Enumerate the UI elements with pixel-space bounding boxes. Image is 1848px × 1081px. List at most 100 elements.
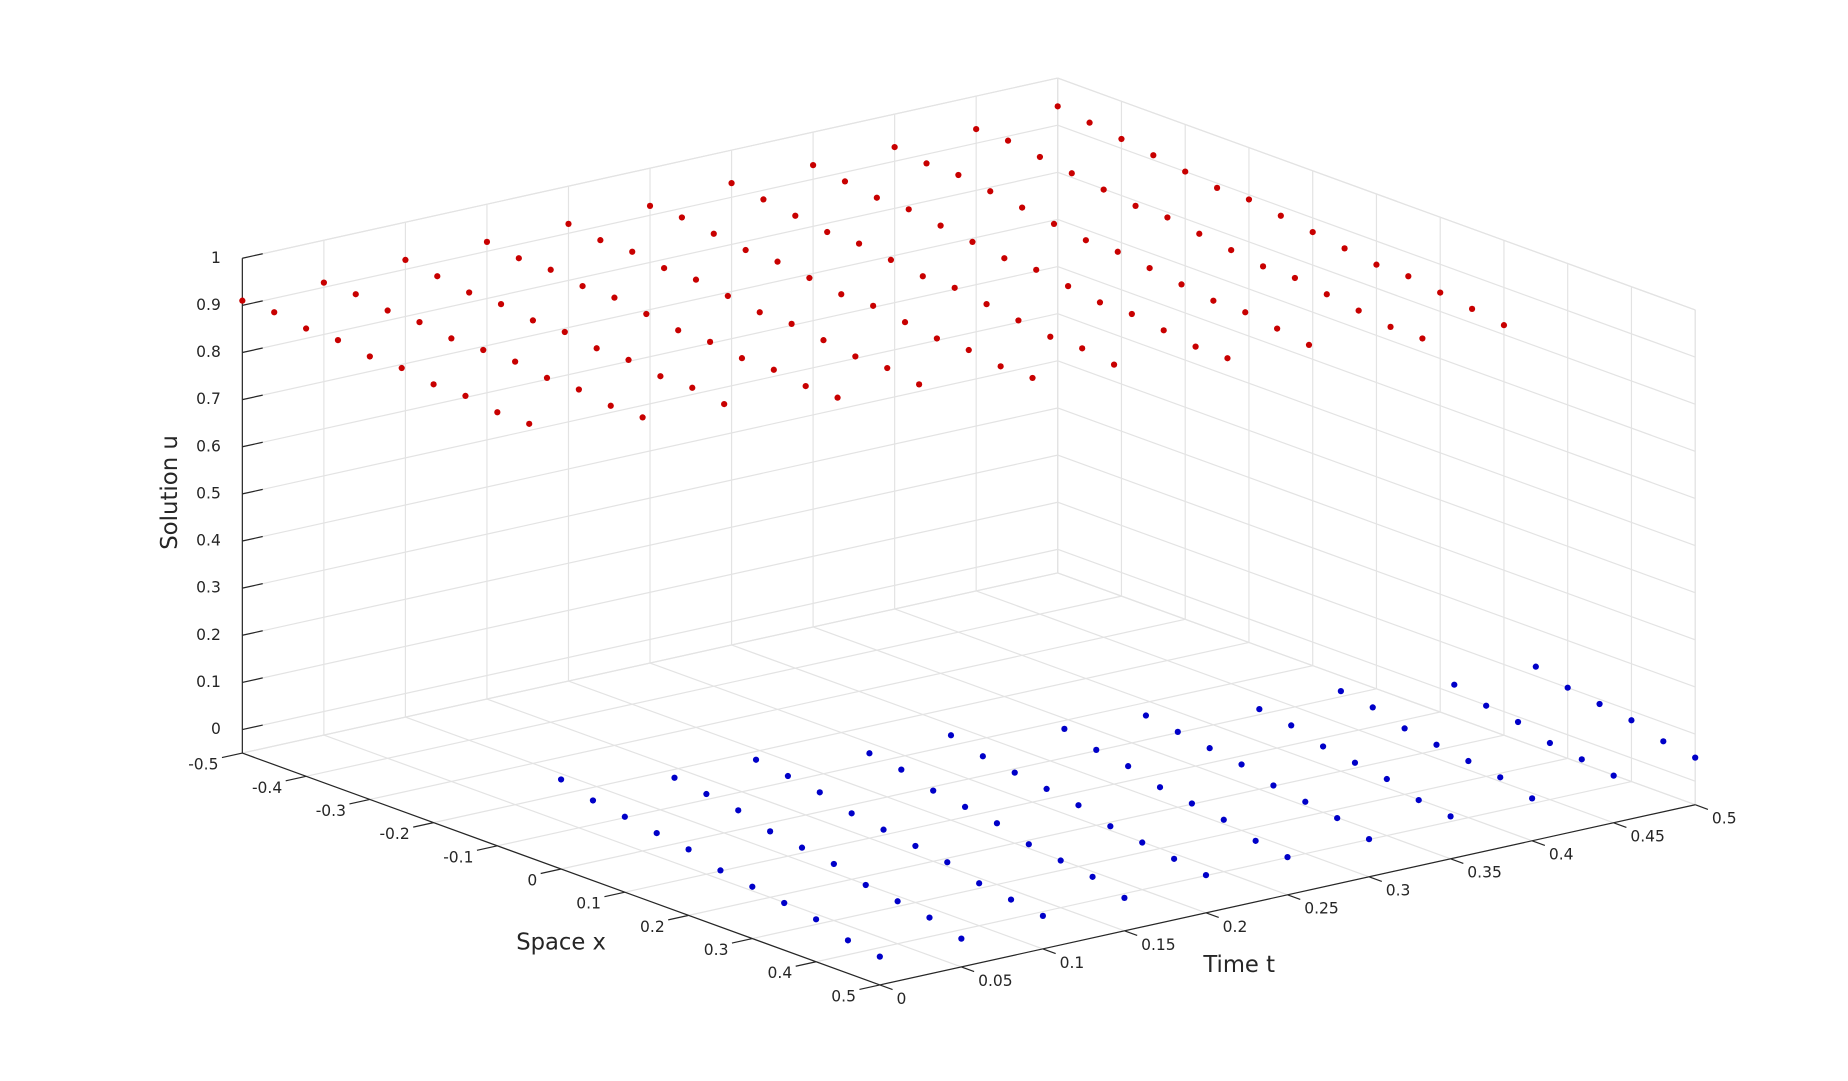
data-point	[866, 750, 873, 757]
z-tick	[242, 253, 263, 259]
data-point	[983, 301, 990, 308]
data-point	[1142, 712, 1150, 719]
data-point	[1039, 912, 1047, 920]
data-point	[526, 420, 533, 427]
y-tick	[1124, 930, 1138, 937]
data-point	[1210, 297, 1217, 304]
data-point	[1284, 854, 1291, 861]
z-tick	[242, 535, 263, 542]
data-point	[1220, 816, 1227, 823]
data-point	[430, 381, 437, 388]
data-point	[1497, 774, 1504, 781]
data-point	[643, 310, 650, 318]
data-point	[905, 206, 912, 213]
z-tick	[242, 441, 263, 448]
y-tick-label: 0.25	[1304, 900, 1339, 918]
data-point	[366, 353, 373, 360]
grid-line	[486, 698, 1125, 932]
data-point	[1305, 341, 1313, 349]
data-point	[1532, 663, 1539, 670]
z-tick-label: 0.1	[196, 673, 221, 691]
data-point	[1139, 839, 1146, 846]
grid-line	[975, 590, 1614, 824]
grid-line	[1057, 218, 1696, 452]
grid-line	[1057, 124, 1696, 358]
data-point	[1057, 857, 1064, 864]
data-point	[703, 790, 710, 798]
x-tick	[731, 937, 753, 944]
data-point	[653, 829, 660, 837]
data-point	[1274, 325, 1281, 332]
x-tick-label: -0.2	[379, 825, 409, 843]
grid-line	[242, 407, 1058, 589]
data-point	[1192, 343, 1199, 350]
data-point	[1628, 717, 1635, 724]
data-point	[565, 220, 572, 227]
data-point	[1178, 281, 1185, 288]
data-point	[661, 264, 668, 272]
data-point	[1373, 261, 1380, 268]
grid-line	[1057, 501, 1696, 735]
data-point	[1692, 754, 1699, 761]
x-tick-label: 0.3	[704, 941, 729, 959]
z-tick-label: 1	[211, 249, 221, 267]
data-point	[1015, 317, 1022, 324]
z-tick-label: 0.3	[196, 579, 221, 597]
data-point	[1050, 220, 1058, 228]
data-point	[1242, 309, 1249, 316]
data-point	[1036, 153, 1044, 161]
data-point	[728, 180, 735, 187]
y-tick	[1205, 912, 1219, 919]
data-point	[692, 276, 700, 283]
data-point	[738, 355, 746, 362]
data-point	[1387, 323, 1394, 331]
grid-line	[242, 124, 1058, 306]
data-point	[1564, 684, 1571, 691]
data-point	[1110, 361, 1118, 368]
x-tick	[476, 845, 498, 851]
data-point	[767, 828, 774, 835]
data-point	[848, 810, 855, 817]
data-point	[1213, 184, 1221, 191]
data-point	[1170, 855, 1178, 862]
data-point	[1323, 291, 1330, 298]
data-point	[1437, 289, 1444, 296]
data-point	[961, 803, 969, 811]
data-point	[1465, 757, 1472, 765]
data-point	[639, 414, 646, 421]
grid-line	[1057, 454, 1696, 688]
data-point	[717, 867, 724, 874]
data-point	[557, 776, 565, 783]
data-point	[607, 402, 614, 409]
data-point	[944, 859, 951, 866]
y-tick-label: 0.15	[1141, 936, 1176, 954]
data-point	[752, 756, 760, 763]
data-point	[841, 178, 849, 185]
grid-line	[242, 313, 1058, 495]
x-tick	[221, 752, 243, 759]
data-point	[1146, 264, 1153, 272]
data-point	[1150, 152, 1157, 159]
data-point	[930, 787, 937, 794]
data-point	[1277, 212, 1284, 219]
data-point	[657, 373, 664, 380]
y-tick	[1531, 840, 1546, 846]
data-point	[1319, 743, 1327, 750]
data-point	[735, 807, 742, 814]
data-point	[1341, 245, 1348, 252]
data-point	[1259, 263, 1267, 270]
data-point	[1337, 687, 1344, 695]
data-point	[579, 282, 586, 290]
data-point	[1238, 761, 1245, 768]
data-point	[788, 320, 795, 327]
grid-line	[731, 644, 1370, 878]
data-point	[792, 212, 799, 219]
data-point	[1047, 333, 1054, 340]
data-point	[629, 248, 636, 255]
data-point	[1004, 137, 1012, 144]
data-point	[575, 386, 582, 393]
x-tick	[285, 775, 307, 782]
grid-line	[242, 501, 1058, 683]
data-point	[1174, 728, 1181, 735]
data-point	[1245, 196, 1253, 203]
